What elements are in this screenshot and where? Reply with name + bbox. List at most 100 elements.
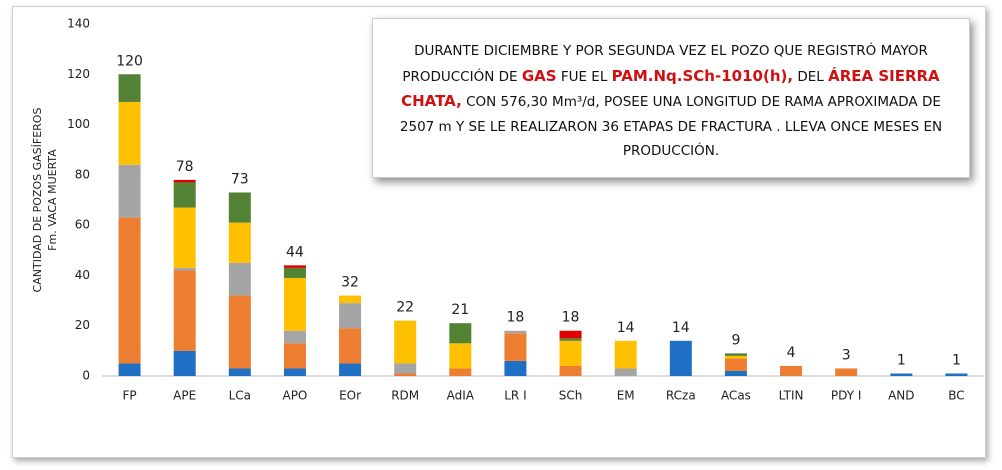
bar-segment [173, 267, 196, 271]
total-label: 78 [176, 159, 194, 175]
total-label: 22 [396, 300, 414, 316]
bar-segment [118, 217, 141, 364]
x-tick-label: LTIN [779, 389, 804, 403]
bar-segment [724, 353, 747, 356]
bar-segment [339, 295, 362, 304]
bar-segment [173, 182, 196, 208]
y-tick-label: 40 [75, 268, 90, 282]
bar-segment [228, 222, 251, 263]
total-label: 44 [286, 244, 304, 260]
bar-segment [614, 368, 637, 376]
bar-segment [173, 350, 196, 376]
bar-segment [283, 267, 306, 278]
bar-segment [228, 192, 251, 223]
bar-segment [780, 365, 803, 376]
y-tick-label: 120 [67, 67, 90, 81]
bar-segment [283, 343, 306, 369]
x-tick-label: LCa [229, 389, 251, 403]
bar-segment [835, 368, 858, 376]
x-tick-label: ACas [721, 389, 751, 403]
x-tick-label: SCh [559, 389, 583, 403]
bar-segment [890, 373, 913, 376]
y-tick-label: 60 [75, 218, 90, 232]
bar-segment [228, 295, 251, 369]
bar-segment [945, 373, 968, 376]
total-label: 120 [116, 53, 143, 69]
annotation-text: DURANTE DICIEMBRE Y POR SEGUNDA VEZ EL P… [402, 43, 928, 85]
bar-segment [118, 164, 141, 218]
bar-segment [504, 360, 527, 376]
bar-segment [339, 363, 362, 376]
y-tick-label: 0 [82, 369, 90, 383]
bar-segment [283, 368, 306, 376]
y-tick-label: 20 [75, 318, 90, 332]
bar-segment [614, 340, 637, 369]
bar-segment [504, 333, 527, 361]
bar-segment [559, 330, 582, 339]
bar-segment [724, 370, 747, 376]
annotation-text: ÁREA SIERRA CHATA, [401, 66, 940, 111]
bar-segment [449, 343, 472, 369]
bar-segment [173, 270, 196, 351]
bar-segment [283, 277, 306, 331]
total-label: 14 [672, 320, 690, 336]
annotation-text: DEL [793, 68, 829, 85]
bar-segment [559, 338, 582, 341]
y-axis-label: CANTIDAD DE POZOS GASÍFEROS Fm. VACA MUER… [31, 108, 59, 293]
total-label: 32 [341, 275, 359, 291]
bar-segment [559, 365, 582, 376]
total-label: 3 [842, 347, 851, 363]
x-tick-label: RCza [666, 389, 696, 403]
x-tick-label: FP [122, 389, 136, 403]
x-tick-label: AdIA [447, 389, 475, 403]
x-tick-label: LR I [504, 389, 526, 403]
x-tick-label: EM [617, 389, 635, 403]
x-tick-label: AND [888, 389, 914, 403]
y-tick-label: 140 [67, 17, 90, 31]
y-tick-label: 100 [67, 117, 90, 131]
bar-segment [339, 303, 362, 329]
x-tick-label: APE [173, 389, 196, 403]
bar-segment [228, 368, 251, 376]
bar-segment [449, 368, 472, 376]
total-label: 9 [731, 332, 740, 348]
bar-segment [118, 363, 141, 376]
bar-segment [228, 262, 251, 296]
bar-segment [504, 330, 527, 334]
annotation-text: FUE EL [556, 68, 612, 85]
bar-segment [724, 355, 747, 359]
bar-segment [283, 265, 306, 268]
bar-segment [669, 340, 692, 376]
bar-segment [118, 101, 141, 165]
bar-segment [394, 373, 417, 376]
total-label: 1 [952, 352, 961, 368]
bar-segment [394, 363, 417, 374]
x-tick-label: PDY I [831, 389, 862, 403]
x-tick-label: RDM [391, 389, 419, 403]
total-label: 14 [617, 320, 635, 336]
bar-segment [339, 328, 362, 364]
y-axis-label-line: CANTIDAD DE POZOS GASÍFEROS [31, 108, 44, 293]
bar-segment [173, 207, 196, 268]
bar-segment [118, 74, 141, 102]
total-label: 18 [562, 310, 580, 326]
y-axis-label-line: Fm. VACA MUERTA [46, 149, 59, 251]
annotation-text: PAM.Nq.SCh-1010(h), [611, 66, 794, 85]
x-tick-label: EOr [339, 389, 361, 403]
annotation-text: CON 576,30 Mm³/d, POSEE UNA LONGITUD DE … [399, 94, 943, 159]
annotation-box: DURANTE DICIEMBRE Y POR SEGUNDA VEZ EL P… [372, 18, 970, 178]
total-label: 1 [897, 352, 906, 368]
bar-segment [724, 358, 747, 371]
total-label: 73 [231, 171, 249, 187]
bar-segment [559, 340, 582, 366]
bar-segment [283, 330, 306, 344]
x-tick-label: APO [282, 389, 307, 403]
total-label: 18 [507, 310, 525, 326]
bar-segment [449, 323, 472, 344]
total-label: 4 [787, 345, 796, 361]
y-tick-label: 80 [75, 167, 90, 181]
total-label: 21 [451, 302, 469, 318]
bar-segment [173, 179, 196, 183]
